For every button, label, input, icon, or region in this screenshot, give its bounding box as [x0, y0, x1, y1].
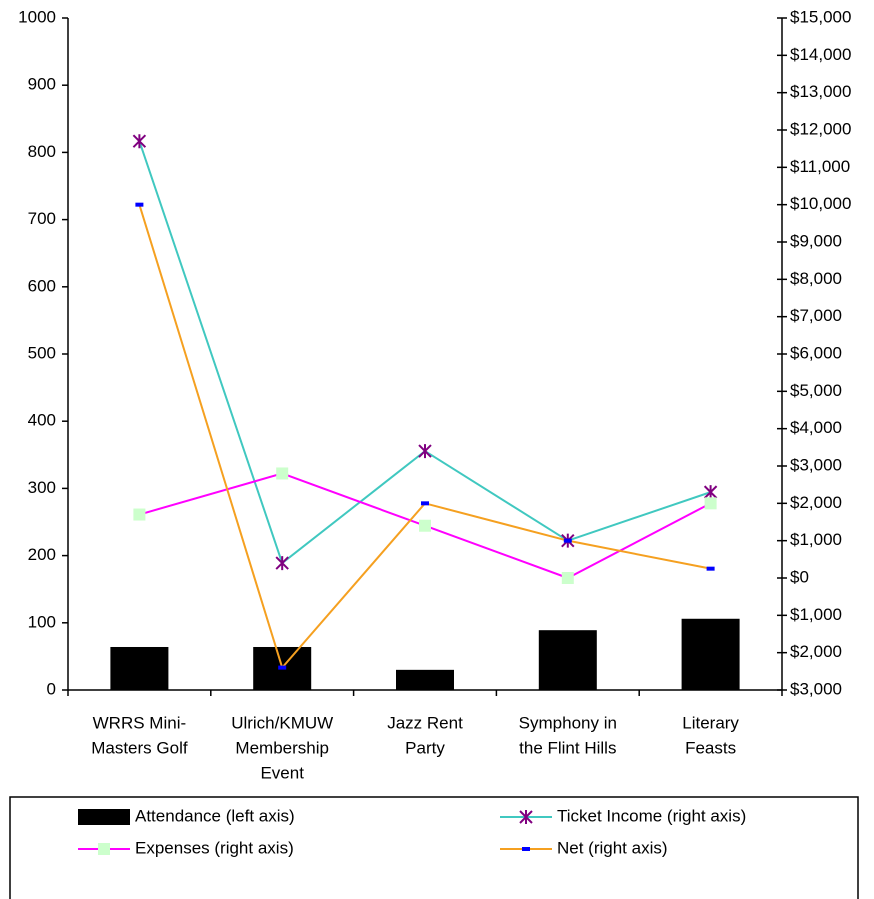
y2-tick-label: $0: [790, 567, 809, 586]
x-tick-label: Feasts: [685, 738, 736, 757]
line-marker: [276, 467, 289, 480]
legend-swatch: [78, 809, 130, 825]
line-marker: [132, 134, 147, 149]
y2-tick-label: $5,000: [790, 381, 842, 400]
legend-box: [9, 796, 859, 899]
y2-tick-label: $6,000: [790, 343, 842, 362]
x-tick-label: Masters Golf: [91, 738, 188, 757]
line-marker: [133, 508, 146, 521]
y2-tick-label: $9,000: [790, 231, 842, 250]
y2-tick-label: $2,000: [790, 642, 842, 661]
line-marker: [561, 572, 574, 584]
x-tick-label: the Flint Hills: [519, 738, 616, 757]
y-tick-label: 800: [28, 142, 56, 161]
line-marker: [706, 566, 715, 571]
x-tick-label: Membership: [235, 738, 329, 757]
legend-marker: [522, 847, 530, 851]
y-tick-label: 200: [28, 545, 56, 564]
legend-label: Ticket Income (right axis): [557, 806, 746, 825]
y-tick-label: 900: [28, 75, 56, 94]
line-marker: [418, 444, 432, 459]
line-marker: [275, 556, 289, 571]
line-marker: [421, 501, 429, 506]
y2-tick-label: $11,000: [790, 157, 850, 176]
x-tick-label: Literary: [682, 713, 739, 732]
line: [138, 140, 711, 565]
y2-tick-label: $7,000: [790, 306, 842, 325]
y2-tick-label: $3,000: [790, 679, 842, 698]
y2-tick-label: $15,000: [790, 7, 851, 26]
x-tick-label: Party: [405, 738, 445, 757]
y-tick-label: 100: [28, 612, 56, 631]
y2-tick-label: $8,000: [790, 269, 842, 288]
y-tick-label: 1000: [18, 7, 56, 26]
y2-tick-label: $12,000: [790, 119, 851, 138]
line-marker: [419, 519, 431, 532]
legend-marker: [98, 843, 110, 855]
y2-tick-label: $1,000: [790, 605, 842, 624]
y-tick-label: 500: [28, 343, 56, 362]
line-marker: [563, 538, 572, 543]
x-tick-label: Event: [260, 763, 304, 782]
y2-tick-label: $13,000: [790, 82, 851, 101]
line-marker: [135, 202, 144, 207]
bar: [681, 618, 740, 690]
y2-tick-label: $3,000: [790, 455, 842, 474]
legend-label: Expenses (right axis): [135, 838, 294, 857]
y2-tick-label: $14,000: [790, 45, 851, 64]
y-tick-label: 600: [28, 276, 56, 295]
bar: [396, 669, 454, 690]
line-marker: [704, 497, 717, 510]
y2-tick-label: $4,000: [790, 418, 842, 437]
x-tick-label: Ulrich/KMUW: [231, 713, 333, 732]
bar: [538, 630, 597, 690]
line: [138, 204, 711, 670]
legend-marker: [519, 810, 533, 824]
y2-tick-label: $1,000: [790, 530, 842, 549]
legend-label: Attendance (left axis): [135, 806, 295, 825]
line-marker: [278, 665, 287, 670]
y-tick-label: 300: [28, 478, 56, 497]
bar: [110, 646, 169, 690]
legend-label: Net (right axis): [557, 838, 668, 857]
y2-tick-label: $10,000: [790, 194, 851, 213]
x-tick-label: Symphony in: [519, 713, 617, 732]
x-tick-label: WRRS Mini-: [93, 713, 187, 732]
x-tick-label: Jazz Rent: [387, 713, 463, 732]
y-tick-label: 400: [28, 411, 56, 430]
y2-tick-label: $2,000: [790, 493, 842, 512]
y-tick-label: 700: [28, 209, 56, 228]
line-marker: [703, 485, 718, 500]
y-tick-label: 0: [47, 679, 56, 698]
